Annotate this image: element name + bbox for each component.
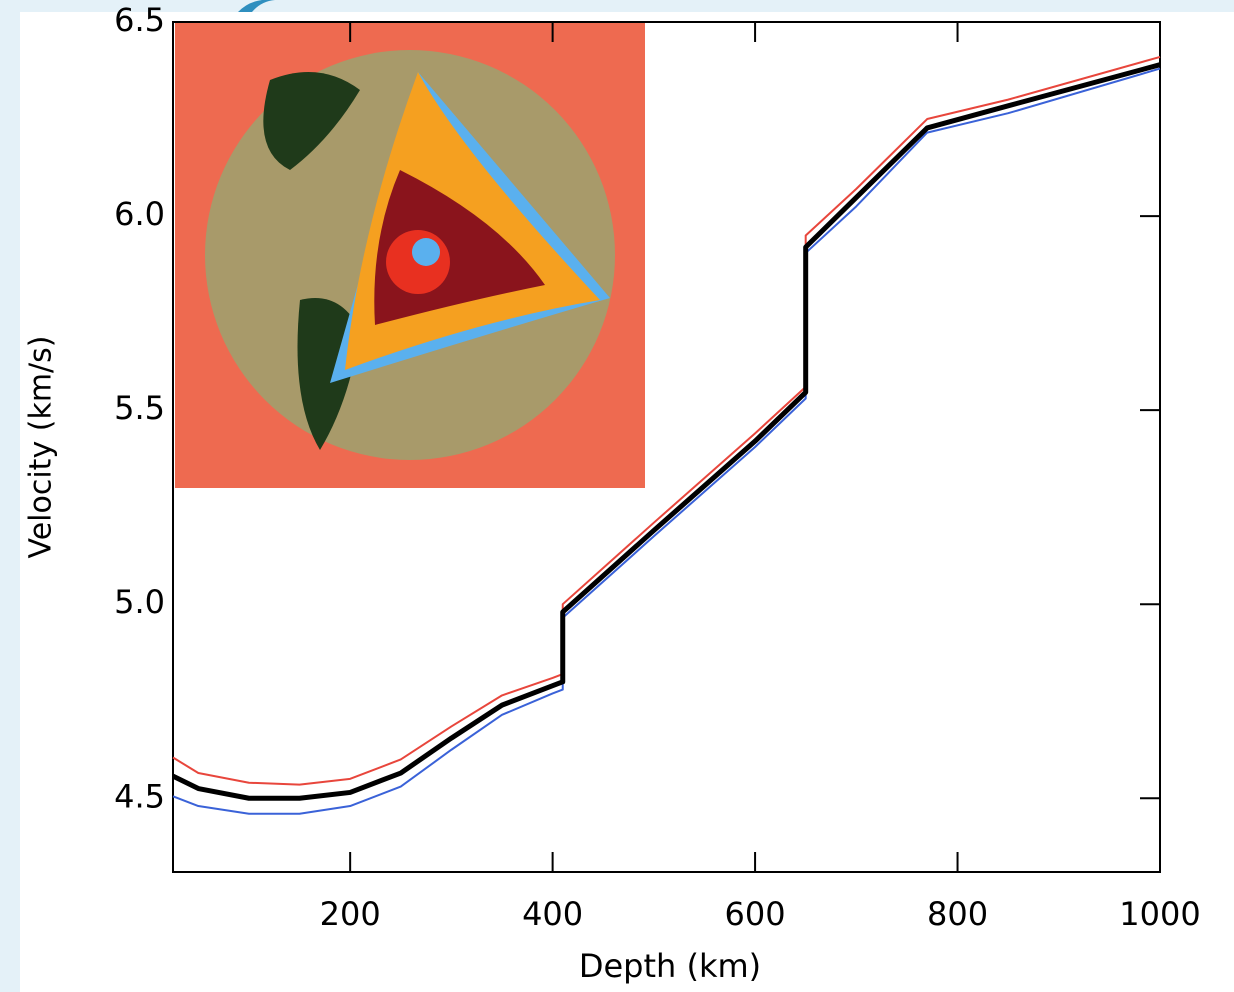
inset-image [175, 22, 645, 488]
x-tick-label: 200 [320, 895, 381, 933]
x-tick-label: 800 [927, 895, 988, 933]
y-tick-label: 6.0 [114, 195, 165, 233]
series-line [171, 62, 1161, 801]
y-axis-title: Velocity (km/s) [24, 336, 59, 559]
top-strip [0, 0, 1234, 12]
y-tick-label: 5.0 [114, 583, 165, 621]
plot-frame [172, 21, 1161, 873]
x-tick-label: 600 [725, 895, 786, 933]
y-tick-label: 6.5 [114, 1, 165, 39]
y-tick-label: 5.5 [114, 389, 165, 427]
x-tick-label: 1000 [1119, 895, 1200, 933]
x-axis-title: Depth (km) [579, 947, 761, 985]
y-tick-label: 4.5 [114, 777, 165, 815]
series-line [172, 67, 1161, 815]
side-strip [0, 0, 20, 992]
logo-fragment [238, 0, 275, 12]
x-tick-label: 400 [522, 895, 583, 933]
